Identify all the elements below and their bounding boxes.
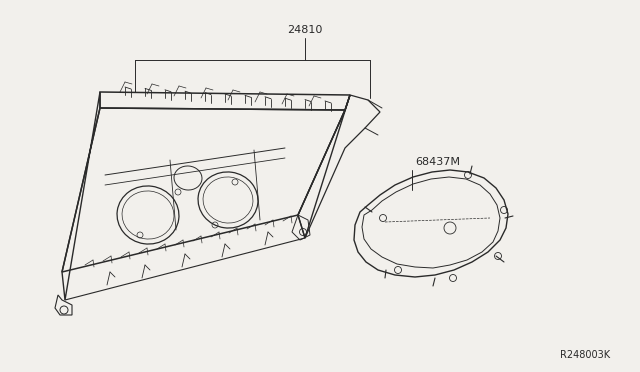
Text: 24810: 24810	[287, 25, 323, 35]
Text: 68437M: 68437M	[415, 157, 460, 167]
Text: R248003K: R248003K	[560, 350, 610, 360]
